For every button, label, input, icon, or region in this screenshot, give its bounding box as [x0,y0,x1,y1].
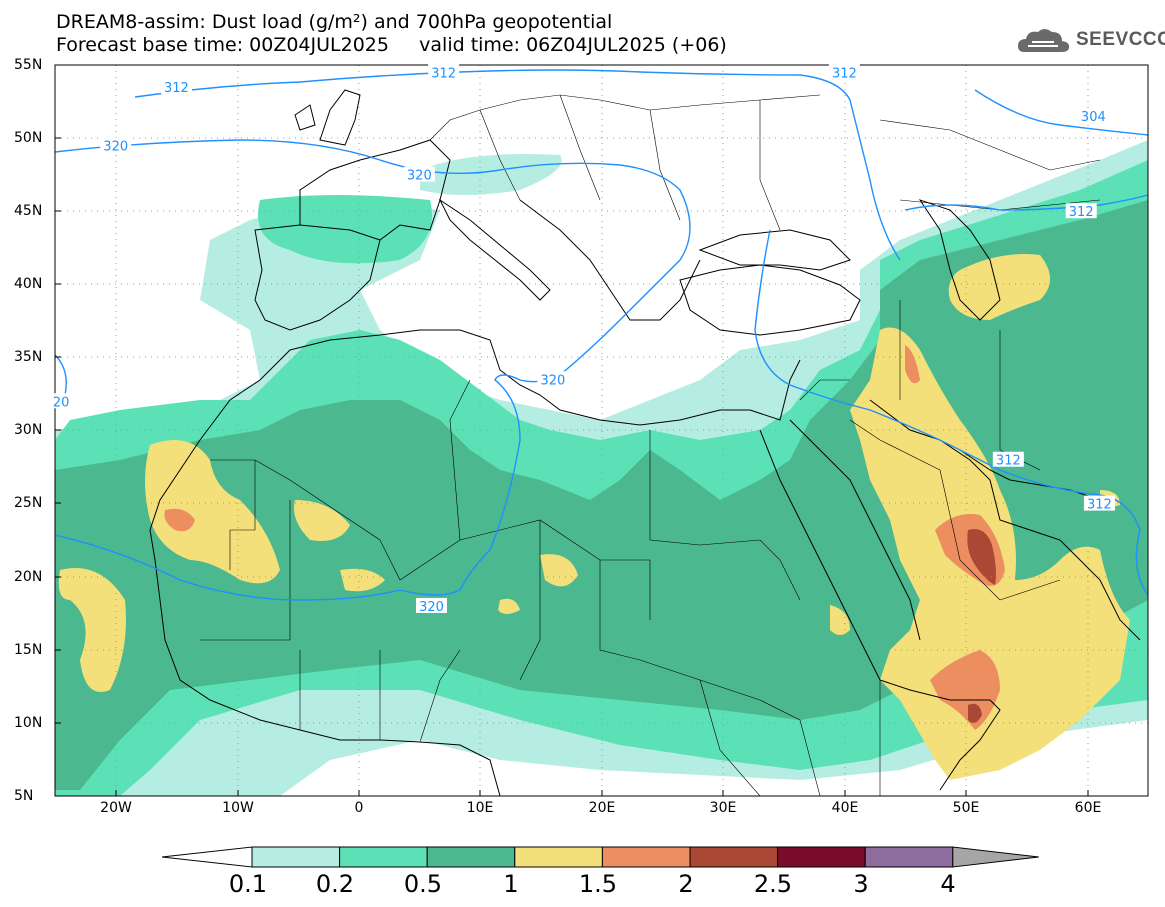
contour-label-bg [992,451,1024,467]
contour-label: 320 [541,373,566,388]
colorbar-cell [426,846,516,868]
lon-label: 60E [1074,800,1102,816]
colorbar-cell [601,846,691,868]
lat-label: 45N [14,203,43,219]
cloud-logo-icon [1018,29,1070,52]
lon-label: 0 [354,800,364,816]
lat-label: 35N [14,349,43,365]
colorbar-cell [689,846,779,868]
lon-label: 10W [222,800,254,816]
contour-label-bg [415,597,447,613]
contour-label-bg [1083,495,1115,511]
colorbar-underflow [161,846,253,868]
lon-label: 30E [709,800,737,816]
coastlines [149,89,1141,796]
lon-label: 20W [100,800,132,816]
dust-band-0.5-1 [55,200,1148,790]
contour-label-bg [50,393,73,409]
map-frame-contents [55,65,1148,796]
colorbar-label: 2.5 [753,870,793,898]
forecast-time-subtitle: Forecast base time: 00Z04JUL2025 valid t… [56,34,727,56]
colorbar-cell [514,846,603,868]
contour-label: 320 [103,139,128,154]
colorbar-label: 0.2 [315,870,355,898]
lat-lon-grid [55,65,1148,796]
contour-label-bg [1065,203,1097,219]
contour-labels: 312 312 312 304 320 320 320 320 312 312 312 20 [50,64,1115,615]
lon-label: 50E [952,800,980,816]
colorbar-overflow [952,846,1039,868]
chart-title: DREAM8-assim: Dust load (g/m²) and 700hP… [56,11,613,33]
contour-label: 320 [407,169,432,184]
colorbar [161,846,1039,868]
colorbar-label: 1.5 [578,870,618,898]
lat-label: 55N [14,57,43,73]
contour-label-bg [160,78,192,94]
lat-label: 20N [14,569,43,585]
contour-label-bg [100,137,132,153]
contour-label: 312 [431,66,456,81]
lon-label: 40E [831,800,859,816]
lat-label: 5N [14,788,34,804]
contour-label: 20 [53,395,70,410]
dust-band-2-2.5 [967,529,996,724]
contour-label: 312 [1087,498,1112,513]
colorbar-cell [251,846,341,868]
lat-label: 10N [14,715,43,731]
colorbar-label: 0.1 [228,870,268,898]
contour-label: 312 [1069,205,1094,220]
lat-label: 30N [14,422,43,438]
logo-text: SEEVCCC [1076,29,1165,50]
contour-label-bg [1077,108,1109,124]
lon-label: 10E [466,800,494,816]
colorbar-label: 2 [678,870,694,898]
contour-label: 312 [164,81,189,96]
lon-label: 20E [588,800,616,816]
lat-label: 15N [14,642,43,658]
contour-label-bg [428,64,460,80]
contour-label: 312 [996,454,1021,469]
colorbar-cell [777,846,866,868]
colorbar-label: 0.5 [403,870,443,898]
axis-ticks [55,137,1089,796]
contour-label: 312 [832,66,857,81]
colorbar-label: 3 [853,870,869,898]
contour-label-bg [537,371,569,387]
colorbar-cell [864,846,954,868]
lat-label: 50N [14,130,43,146]
contour-label: 320 [419,600,444,615]
contour-label: 304 [1081,110,1106,125]
colorbar-cell [339,846,428,868]
colorbar-label: 4 [940,870,956,898]
lat-label: 40N [14,276,43,292]
colorbar-label: 1 [503,870,519,898]
contour-label-bg [403,166,435,182]
lat-label: 25N [14,495,43,511]
contour-label-bg [828,64,860,80]
